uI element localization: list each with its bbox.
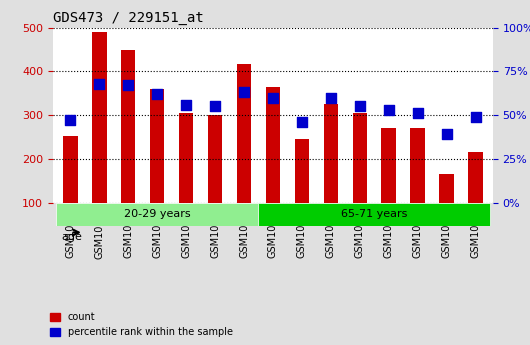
Point: [124, 83, 132, 88]
Text: GDS473 / 229151_at: GDS473 / 229151_at: [53, 11, 204, 25]
Bar: [324, 104, 338, 203]
Bar: [266, 87, 280, 203]
Point: [66, 118, 75, 123]
Point: [356, 104, 364, 109]
Point: [95, 81, 103, 87]
Bar: [382, 128, 396, 203]
Text: 20-29 years: 20-29 years: [124, 209, 190, 219]
Bar: [295, 139, 309, 203]
Bar: [92, 32, 107, 203]
Bar: [439, 174, 454, 203]
Bar: [469, 152, 483, 203]
FancyBboxPatch shape: [259, 203, 490, 226]
Bar: [208, 115, 222, 203]
Point: [269, 95, 277, 100]
Point: [240, 90, 248, 95]
Bar: [237, 63, 251, 203]
Bar: [179, 113, 193, 203]
Bar: [150, 89, 164, 203]
Bar: [121, 50, 136, 203]
Text: age: age: [62, 233, 83, 243]
Bar: [63, 136, 77, 203]
Bar: [352, 113, 367, 203]
Legend: count, percentile rank within the sample: count, percentile rank within the sample: [47, 309, 236, 340]
Point: [384, 107, 393, 113]
FancyBboxPatch shape: [56, 203, 259, 226]
Point: [182, 102, 190, 107]
Point: [211, 104, 219, 109]
Bar: [410, 128, 425, 203]
Point: [298, 119, 306, 125]
Point: [471, 114, 480, 120]
Point: [443, 132, 451, 137]
Point: [326, 95, 335, 100]
Point: [153, 91, 162, 97]
Point: [413, 111, 422, 116]
Text: 65-71 years: 65-71 years: [341, 209, 408, 219]
